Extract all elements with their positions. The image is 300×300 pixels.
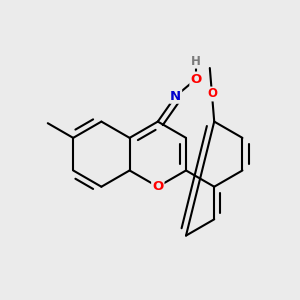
- Text: H: H: [191, 55, 201, 68]
- Text: O: O: [152, 180, 164, 193]
- Text: N: N: [170, 90, 181, 103]
- Text: O: O: [207, 88, 217, 100]
- Text: O: O: [190, 73, 202, 85]
